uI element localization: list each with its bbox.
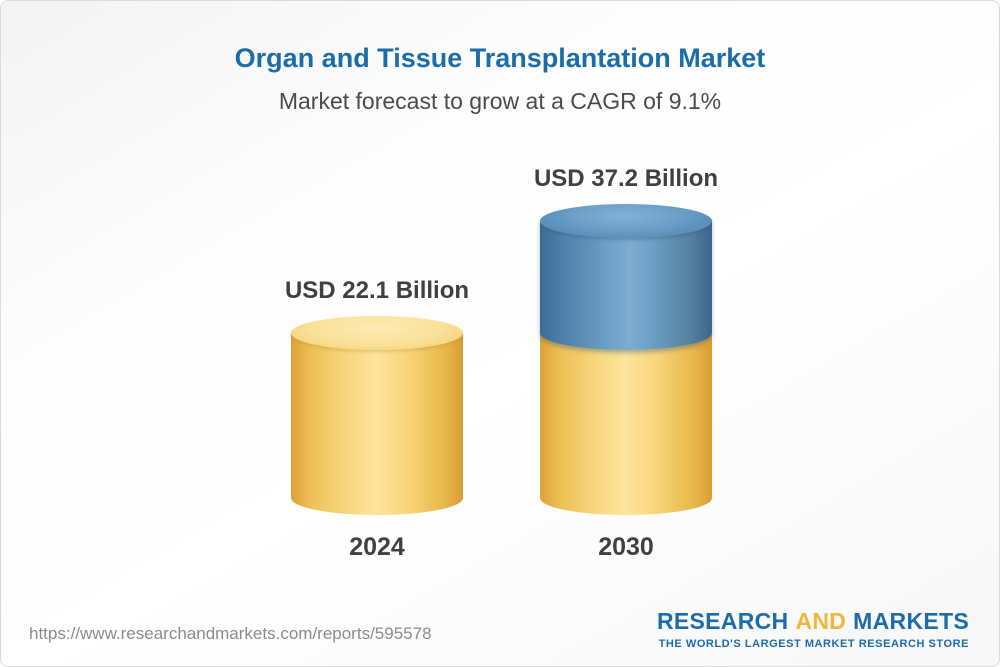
cylinder-body-2024 bbox=[291, 333, 463, 515]
value-label-2024: USD 22.1 Billion bbox=[284, 277, 470, 305]
cylinder-top-2030 bbox=[540, 204, 712, 238]
bar-column-2030: USD 37.2 Billion 2030 bbox=[534, 1, 718, 666]
cylinder-2030 bbox=[540, 204, 712, 515]
logo-tagline: THE WORLD'S LARGEST MARKET RESEARCH STOR… bbox=[658, 638, 969, 650]
logo-word-and: AND bbox=[795, 608, 847, 634]
bar-column-2024: USD 22.1 Billion 2024 bbox=[285, 1, 469, 666]
chart-subtitle: Market forecast to grow at a CAGR of 9.1… bbox=[278, 88, 722, 114]
cylinder-2024 bbox=[291, 316, 463, 515]
logo-word-markets: MARKETS bbox=[853, 608, 969, 634]
logo-word-research: RESEARCH bbox=[656, 608, 789, 634]
cylinder-growth-segment-2030 bbox=[540, 221, 712, 351]
chart-title: Organ and Tissue Transplantation Market bbox=[234, 43, 766, 73]
year-label-2024: 2024 bbox=[349, 533, 405, 561]
cylinder-top-2024 bbox=[291, 316, 463, 351]
research-and-markets-logo: RESEARCH AND MARKETS THE WORLD'S LARGEST… bbox=[657, 608, 969, 650]
source-url-link[interactable]: https://www.researchandmarkets.com/repor… bbox=[29, 624, 432, 643]
logo-wordmark: RESEARCH AND MARKETS bbox=[657, 608, 969, 635]
year-label-2030: 2030 bbox=[598, 533, 654, 561]
value-label-2030: USD 37.2 Billion bbox=[533, 165, 719, 192]
